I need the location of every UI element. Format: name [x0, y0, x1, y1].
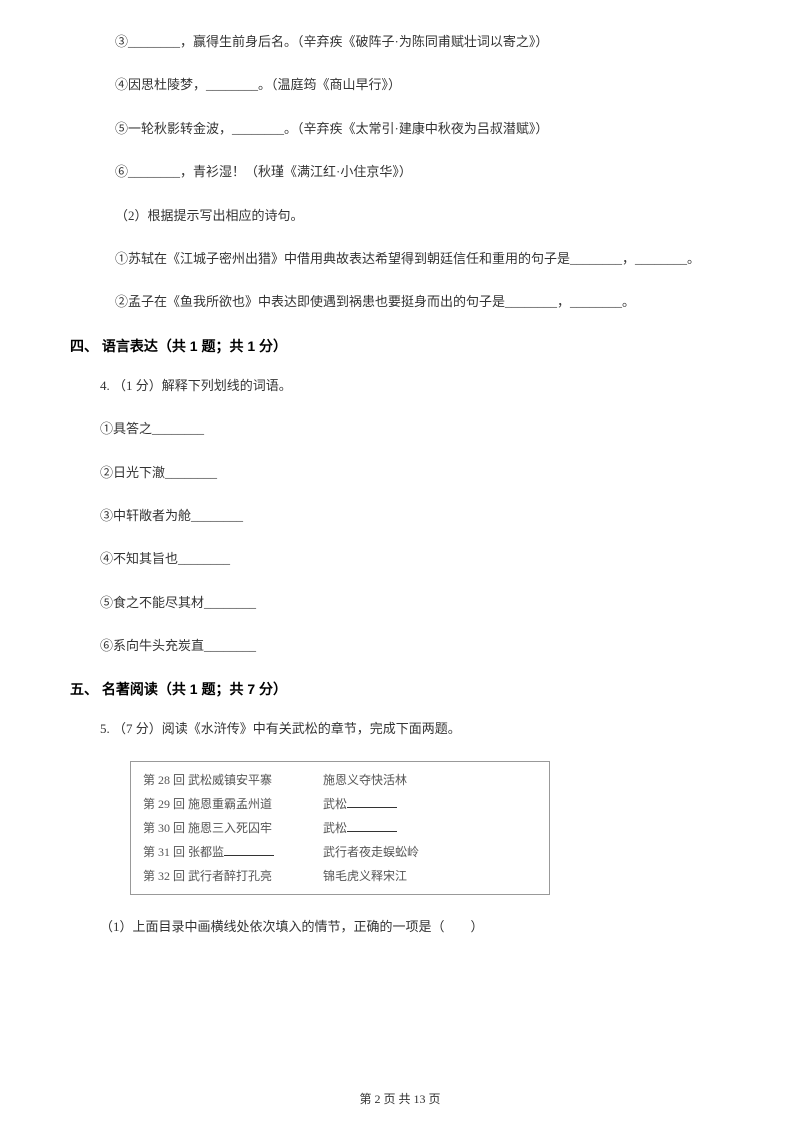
sub-4-1: ①具答之________ — [70, 417, 730, 440]
sub-4-5: ⑤食之不能尽其材________ — [70, 591, 730, 614]
table-row: 第 29 回 施恩重霸孟州道 武松 — [143, 792, 537, 816]
table-row: 第 31 回 张都监 武行者夜走蜈蚣岭 — [143, 840, 537, 864]
table-row: 第 32 回 武行者醉打孔亮 锦毛虎义释宋江 — [143, 864, 537, 888]
cell: 武松 — [323, 816, 537, 840]
sub-4-6: ⑥系向牛头充炭直________ — [70, 634, 730, 657]
cell-prefix: 武松 — [323, 821, 347, 835]
table-row: 第 28 回 武松威镇安平寨 施恩义夺快活林 — [143, 768, 537, 792]
page-footer: 第 2 页 共 13 页 — [0, 1090, 800, 1107]
cell-prefix: 武松 — [323, 797, 347, 811]
item-6: ⑥________，青衫湿！（秋瑾《满江红·小住京华》） — [70, 160, 730, 183]
cell: 第 28 回 武松威镇安平寨 — [143, 768, 323, 792]
sub-4-3: ③中轩敞者为舱________ — [70, 504, 730, 527]
item-3: ③________，赢得生前身后名。（辛弃疾《破阵子·为陈同甫赋壮词以寄之》） — [70, 30, 730, 53]
cell: 第 31 回 张都监 — [143, 840, 323, 864]
blank-line — [347, 818, 397, 832]
cell: 第 32 回 武行者醉打孔亮 — [143, 864, 323, 888]
cell: 锦毛虎义释宋江 — [323, 864, 537, 888]
section-5-title: 五、 名著阅读（共 1 题；共 7 分） — [70, 679, 730, 699]
cell: 武松 — [323, 792, 537, 816]
cell-prefix: 第 31 回 张都监 — [143, 845, 224, 859]
item-4: ④因思杜陵梦，________。（温庭筠《商山早行》） — [70, 73, 730, 96]
chapter-table: 第 28 回 武松威镇安平寨 施恩义夺快活林 第 29 回 施恩重霸孟州道 武松… — [130, 761, 550, 895]
cell: 第 30 回 施恩三入死囚牢 — [143, 816, 323, 840]
item-5: ⑤一轮秋影转金波，________。（辛弃疾《太常引·建康中秋夜为吕叔潜赋》） — [70, 117, 730, 140]
prompt-2b: ②孟子在《鱼我所欲也》中表达即使遇到祸患也要挺身而出的句子是________，_… — [70, 290, 730, 313]
question-5-1: （1）上面目录中画横线处依次填入的情节，正确的一项是（ ） — [70, 915, 730, 938]
blank-line — [224, 842, 274, 856]
section-4-title: 四、 语言表达（共 1 题；共 1 分） — [70, 336, 730, 356]
blank-line — [347, 794, 397, 808]
prompt-2a: ①苏轼在《江城子密州出猎》中借用典故表达希望得到朝廷信任和重用的句子是_____… — [70, 247, 730, 270]
prompt-2: （2）根据提示写出相应的诗句。 — [70, 204, 730, 227]
cell: 施恩义夺快活林 — [323, 768, 537, 792]
cell: 第 29 回 施恩重霸孟州道 — [143, 792, 323, 816]
sub-4-4: ④不知其旨也________ — [70, 547, 730, 570]
sub-4-2: ②日光下澈________ — [70, 461, 730, 484]
question-4: 4. （1 分）解释下列划线的词语。 — [70, 374, 730, 397]
table-row: 第 30 回 施恩三入死囚牢 武松 — [143, 816, 537, 840]
cell: 武行者夜走蜈蚣岭 — [323, 840, 537, 864]
question-5: 5. （7 分）阅读《水浒传》中有关武松的章节，完成下面两题。 — [70, 717, 730, 740]
